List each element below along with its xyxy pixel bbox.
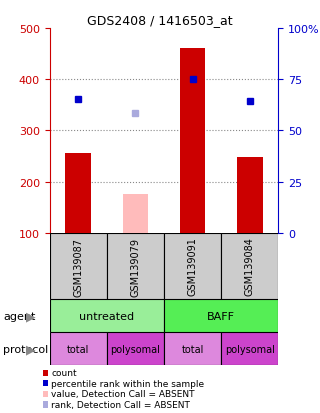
Bar <box>164 233 221 299</box>
Text: GSM139079: GSM139079 <box>131 237 140 296</box>
Text: untreated: untreated <box>79 311 134 321</box>
Bar <box>180 49 205 233</box>
Bar <box>164 332 221 366</box>
Text: total: total <box>67 344 89 354</box>
Text: polysomal: polysomal <box>110 344 160 354</box>
Text: agent: agent <box>3 311 36 321</box>
Text: GSM139087: GSM139087 <box>73 237 83 296</box>
Text: GSM139084: GSM139084 <box>245 237 255 296</box>
Bar <box>107 233 164 299</box>
Text: value, Detection Call = ABSENT: value, Detection Call = ABSENT <box>51 389 195 399</box>
Text: ▶: ▶ <box>26 309 35 323</box>
Bar <box>50 233 107 299</box>
Text: BAFF: BAFF <box>207 311 235 321</box>
Bar <box>164 299 278 332</box>
Bar <box>237 158 263 233</box>
Bar <box>50 332 107 366</box>
Bar <box>65 154 91 233</box>
Text: GSM139091: GSM139091 <box>188 237 198 296</box>
Text: rank, Detection Call = ABSENT: rank, Detection Call = ABSENT <box>51 400 190 409</box>
Bar <box>107 332 164 366</box>
Text: count: count <box>51 368 77 377</box>
Text: total: total <box>181 344 204 354</box>
Text: GDS2408 / 1416503_at: GDS2408 / 1416503_at <box>87 14 233 27</box>
Text: ▶: ▶ <box>26 342 35 356</box>
Bar <box>50 299 164 332</box>
Bar <box>123 195 148 233</box>
Bar <box>221 332 278 366</box>
Bar <box>221 233 278 299</box>
Text: polysomal: polysomal <box>225 344 275 354</box>
Text: percentile rank within the sample: percentile rank within the sample <box>51 379 204 388</box>
Text: protocol: protocol <box>3 344 48 354</box>
